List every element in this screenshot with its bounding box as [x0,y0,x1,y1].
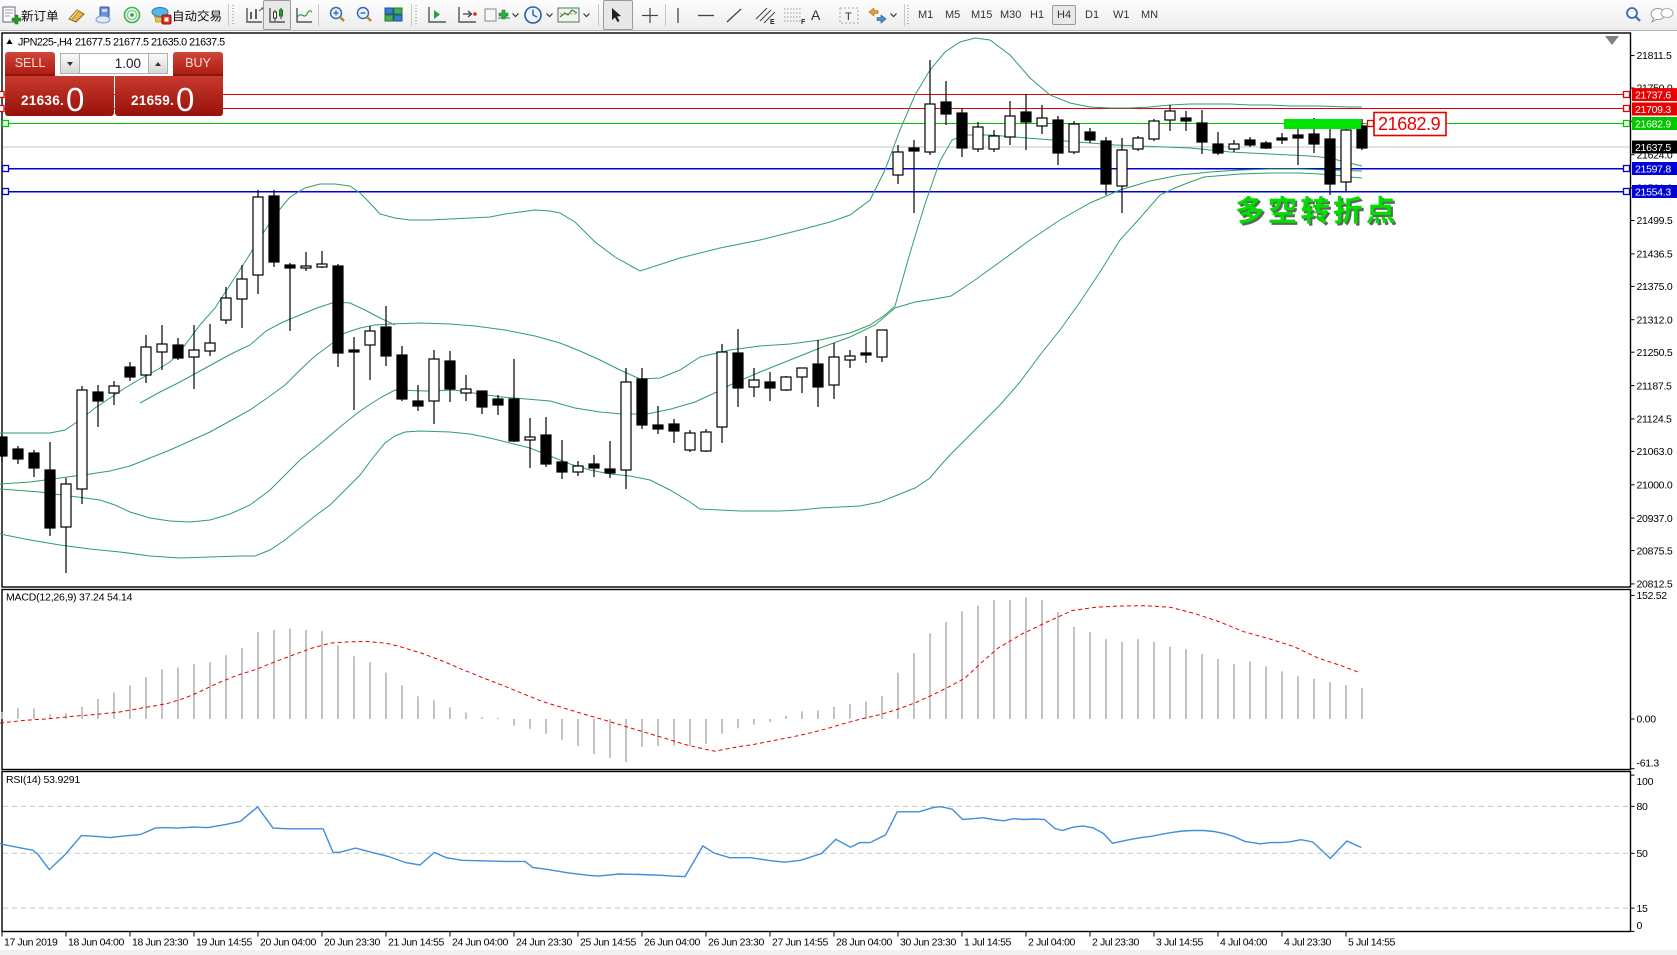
svg-text:21000.0: 21000.0 [1637,480,1673,492]
svg-text:15: 15 [1637,903,1649,915]
svg-text:24 Jun 23:30: 24 Jun 23:30 [516,937,572,949]
svg-text:18 Jun 23:30: 18 Jun 23:30 [132,937,188,949]
svg-text:RSI(14) 53.9291: RSI(14) 53.9291 [6,774,80,786]
svg-text:2 Jul 04:00: 2 Jul 04:00 [1028,937,1076,949]
svg-text:152.52: 152.52 [1637,590,1668,602]
svg-text:0.00: 0.00 [1637,714,1657,726]
svg-text:21637.5: 21637.5 [1635,142,1671,154]
svg-text:21312.0: 21312.0 [1637,314,1673,326]
svg-text:4 Jul 23:30: 4 Jul 23:30 [1284,937,1332,949]
svg-text:JPN225-,H4: JPN225-,H4 [18,37,72,49]
svg-text:21737.6: 21737.6 [1635,89,1671,101]
svg-text:26 Jun 23:30: 26 Jun 23:30 [708,937,764,949]
svg-text:18 Jun 04:00: 18 Jun 04:00 [68,937,124,949]
svg-text:21250.5: 21250.5 [1637,347,1673,359]
svg-text:21682.9: 21682.9 [1635,118,1671,130]
svg-text:30 Jun 23:30: 30 Jun 23:30 [900,937,956,949]
svg-text:20 Jun 04:00: 20 Jun 04:00 [260,937,316,949]
svg-text:T: T [845,11,852,23]
svg-text:21597.8: 21597.8 [1635,163,1671,175]
svg-text:21436.5: 21436.5 [1637,249,1673,261]
svg-text:17 Jun 2019: 17 Jun 2019 [4,937,58,949]
svg-text:-61.3: -61.3 [1637,758,1660,770]
svg-text:20937.0: 20937.0 [1637,513,1673,525]
svg-text:21063.0: 21063.0 [1637,446,1673,458]
svg-text:21554.3: 21554.3 [1635,186,1671,198]
svg-text:4 Jul 04:00: 4 Jul 04:00 [1220,937,1268,949]
svg-text:21709.3: 21709.3 [1635,104,1671,116]
svg-text:21 Jun 14:55: 21 Jun 14:55 [388,937,444,949]
svg-text:21682.9: 21682.9 [1378,114,1441,134]
svg-text:27 Jun 14:55: 27 Jun 14:55 [772,937,828,949]
svg-text:MACD(12,26,9) 37.24 54.14: MACD(12,26,9) 37.24 54.14 [6,592,133,604]
svg-text:2 Jul 23:30: 2 Jul 23:30 [1092,937,1140,949]
svg-text:24 Jun 04:00: 24 Jun 04:00 [452,937,508,949]
svg-text:21811.5: 21811.5 [1637,50,1673,62]
svg-text:20875.5: 20875.5 [1637,545,1673,557]
svg-text:50: 50 [1637,848,1649,860]
svg-text:0: 0 [1637,920,1643,932]
svg-text:26 Jun 04:00: 26 Jun 04:00 [644,937,700,949]
svg-text:20 Jun 23:30: 20 Jun 23:30 [324,937,380,949]
svg-text:5 Jul 14:55: 5 Jul 14:55 [1348,937,1396,949]
svg-text:19 Jun 14:55: 19 Jun 14:55 [196,937,252,949]
svg-text:20812.5: 20812.5 [1637,579,1673,591]
svg-text:21677.5 21677.5 21635.0 21637.: 21677.5 21677.5 21635.0 21637.5 [75,37,225,49]
svg-text:E: E [770,19,775,25]
svg-text:21375.0: 21375.0 [1637,281,1673,293]
svg-text:F: F [801,19,806,25]
svg-text:3 Jul 14:55: 3 Jul 14:55 [1156,937,1204,949]
svg-text:1 Jul 14:55: 1 Jul 14:55 [964,937,1012,949]
svg-text:21499.5: 21499.5 [1637,215,1673,227]
svg-text:25 Jun 14:55: 25 Jun 14:55 [580,937,636,949]
svg-text:21124.5: 21124.5 [1637,414,1673,426]
svg-text:100: 100 [1637,776,1654,788]
svg-text:28 Jun 04:00: 28 Jun 04:00 [836,937,892,949]
svg-text:80: 80 [1637,801,1649,813]
svg-text:21187.5: 21187.5 [1637,380,1673,392]
